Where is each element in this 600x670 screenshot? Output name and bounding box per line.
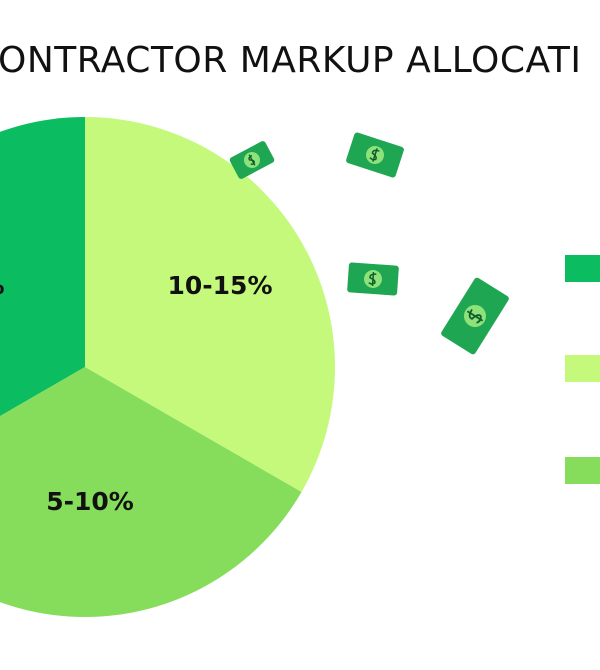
legend-swatch bbox=[565, 255, 600, 282]
money-icon bbox=[441, 277, 509, 355]
pie: % 10-15% 5-10% bbox=[0, 117, 335, 617]
legend-swatch bbox=[565, 457, 600, 484]
slice-label: 5-10% bbox=[46, 487, 134, 516]
slice-label: 10-15% bbox=[167, 271, 272, 300]
title: ONTRACTOR MARKUP ALLOCATI bbox=[0, 40, 581, 81]
money-icon bbox=[229, 141, 275, 179]
pie-slice bbox=[0, 117, 85, 417]
pie-slice bbox=[0, 367, 302, 617]
slice-label: % bbox=[0, 271, 5, 300]
legend-swatch bbox=[565, 355, 600, 382]
pie-slice bbox=[85, 117, 335, 492]
money-icon bbox=[347, 262, 399, 296]
money-icon bbox=[346, 132, 404, 178]
legend bbox=[565, 255, 600, 484]
